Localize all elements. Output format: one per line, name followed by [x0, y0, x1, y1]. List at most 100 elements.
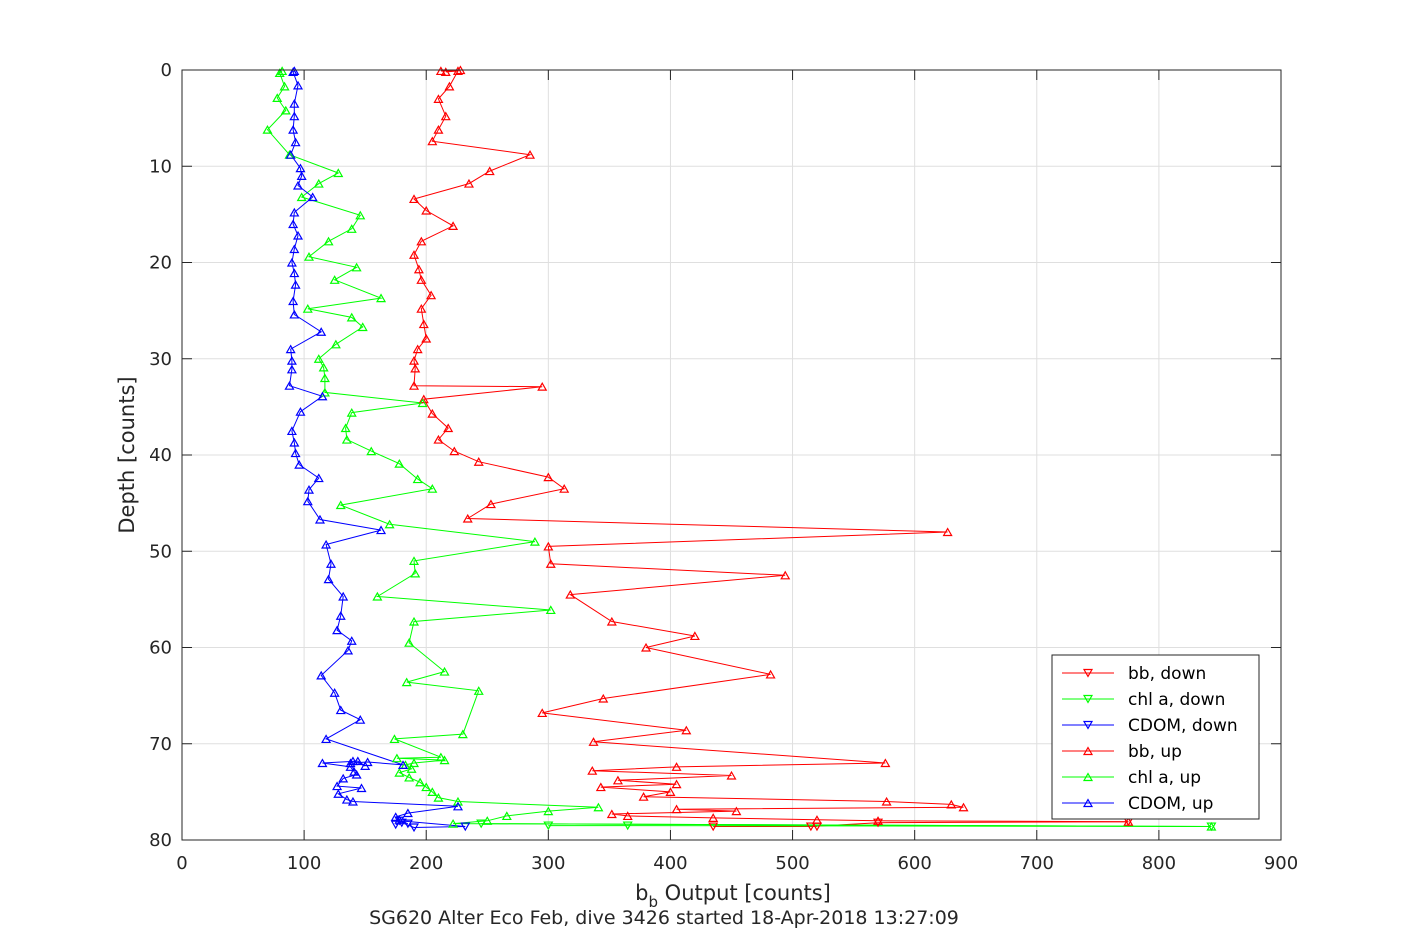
- data-point-5: [286, 355, 297, 365]
- data-point-3: [463, 178, 474, 188]
- data-point-4: [274, 68, 285, 77]
- data-point-4: [329, 275, 340, 284]
- data-point-5: [285, 344, 296, 354]
- series-line-5: [288, 70, 459, 821]
- x-tick-label: 900: [1264, 853, 1298, 874]
- data-point-4: [408, 758, 420, 768]
- data-point-5: [317, 391, 328, 401]
- series-line-0: [713, 821, 1129, 827]
- data-point-4: [346, 312, 357, 322]
- data-point-4: [296, 192, 307, 202]
- data-point-4: [404, 772, 415, 782]
- data-point-4: [384, 519, 395, 529]
- data-point-5: [333, 789, 344, 798]
- data-point-2: [390, 820, 401, 830]
- data-point-5: [290, 279, 301, 289]
- legend-items: bb, down chl a, down CDOM, down bb, up chl a…: [1062, 664, 1238, 814]
- data-point-3: [413, 264, 424, 274]
- data-point-5: [321, 734, 332, 744]
- data-point-4: [545, 605, 556, 615]
- data-point-3: [565, 589, 576, 599]
- data-point-4: [529, 536, 540, 546]
- data-point-5: [288, 124, 299, 134]
- legend-marker: [1082, 694, 1094, 704]
- legend-label: CDOM, down: [1128, 716, 1238, 736]
- data-point-5: [332, 625, 343, 635]
- data-point-5: [288, 296, 299, 306]
- data-point-3: [708, 813, 719, 822]
- data-point-3: [449, 446, 460, 456]
- data-point-3: [958, 802, 969, 812]
- data-point-4: [421, 782, 432, 792]
- data-point-3: [942, 527, 953, 537]
- data-point-5: [347, 796, 358, 806]
- data-point-3: [671, 804, 682, 814]
- data-point-3: [484, 166, 495, 176]
- data-point-3: [622, 811, 633, 821]
- data-point-0: [708, 822, 719, 832]
- data-point-3: [448, 221, 459, 231]
- data-point-4: [346, 224, 357, 233]
- data-point-1: [622, 821, 633, 831]
- legend-box: [1051, 654, 1260, 820]
- data-point-3: [545, 559, 556, 568]
- data-point-4: [412, 474, 423, 484]
- x-tick-label: 700: [1020, 853, 1054, 874]
- data-point-4: [433, 792, 444, 802]
- legend-label: bb, up: [1128, 742, 1182, 762]
- data-point-3: [408, 194, 420, 204]
- data-point-3: [427, 136, 438, 146]
- data-point-4: [355, 210, 366, 220]
- data-point-3: [606, 616, 617, 626]
- data-point-4: [262, 124, 273, 134]
- legend-marker: [1082, 720, 1094, 730]
- data-point-3: [780, 570, 791, 580]
- data-point-5: [303, 484, 315, 494]
- y-axis-label: Depth [counts]: [115, 376, 139, 533]
- data-point-5: [343, 645, 354, 655]
- data-point-3: [473, 457, 484, 466]
- series-markers: [262, 65, 1217, 833]
- data-point-3: [537, 381, 548, 391]
- data-point-4: [435, 752, 446, 762]
- data-point-5: [321, 539, 332, 549]
- data-point-5: [356, 783, 367, 793]
- data-point-5: [295, 407, 306, 416]
- data-point-3: [537, 708, 548, 718]
- data-point-4: [313, 178, 324, 188]
- y-tick-label: 30: [149, 349, 172, 370]
- axis-ticks: 0 100 200 300 400 500 600 700 800 900 0 10 20 30 40 50 6…: [149, 60, 1298, 874]
- data-point-3: [880, 758, 891, 768]
- data-point-3: [485, 499, 496, 509]
- data-point-4: [280, 105, 291, 115]
- data-point-4: [366, 446, 377, 456]
- data-point-3: [588, 737, 599, 746]
- y-tick-label: 60: [149, 638, 172, 659]
- y-tick-label: 80: [149, 830, 172, 851]
- data-point-4: [330, 339, 341, 349]
- data-point-3: [444, 81, 455, 91]
- data-point-3: [1123, 817, 1134, 826]
- data-point-5: [316, 670, 327, 680]
- data-point-3: [524, 150, 536, 159]
- chart-title: SG620 Alter Eco Feb, dive 3426 started 1…: [369, 907, 959, 929]
- x-tick-label: 400: [653, 853, 687, 874]
- data-point-3: [606, 809, 617, 819]
- data-point-4: [439, 666, 450, 676]
- x-axis-label-suffix: Output [counts]: [658, 881, 831, 905]
- data-point-5: [289, 99, 300, 108]
- y-tick-label: 70: [149, 734, 172, 755]
- x-tick-label: 300: [531, 853, 565, 874]
- data-point-5: [349, 766, 360, 776]
- data-point-5: [286, 426, 297, 436]
- data-point-0: [872, 818, 884, 828]
- x-tick-label: 800: [1142, 853, 1176, 874]
- legend-label: bb, down: [1128, 664, 1206, 684]
- data-point-3: [598, 693, 609, 703]
- data-point-3: [410, 363, 421, 373]
- data-point-3: [433, 434, 444, 444]
- legend-marker: [1082, 746, 1094, 756]
- data-point-4: [401, 677, 412, 687]
- data-point-5: [289, 111, 300, 121]
- data-point-3: [681, 725, 692, 735]
